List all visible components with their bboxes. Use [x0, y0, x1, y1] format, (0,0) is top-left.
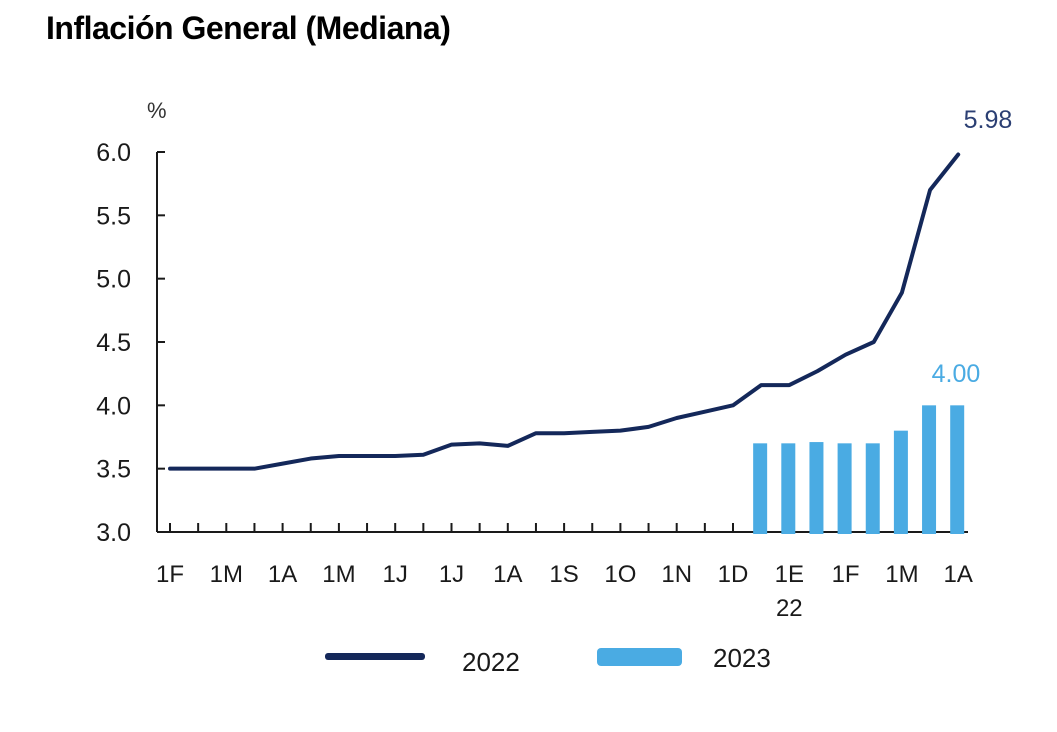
y-tick-label: 6.0: [96, 139, 131, 167]
bar-2023: [781, 443, 796, 534]
bar-2023: [865, 443, 880, 534]
line-2022: [168, 152, 961, 471]
bar-2023: [753, 443, 768, 534]
y-tick-label: 3.5: [96, 456, 131, 484]
end-label-2023: 4.00: [932, 360, 981, 388]
x-tick-label: 1N: [661, 561, 692, 588]
chart-labels: 5.98 4.00: [932, 106, 1013, 388]
x-tick-label: 1S: [549, 561, 578, 588]
legend: 2022 2023: [325, 643, 771, 677]
bar-2023: [950, 405, 965, 534]
x-tick-label: 1E: [775, 561, 804, 588]
line-path-2022: [168, 152, 961, 471]
bar-2023: [809, 442, 824, 534]
y-tick-label: 5.0: [96, 266, 131, 294]
end-label-2022: 5.98: [964, 106, 1013, 134]
x-tick-label: 1F: [156, 561, 184, 588]
x-tick-label: 1J: [439, 561, 464, 588]
bar-2023: [922, 405, 937, 534]
bar-2023: [893, 430, 908, 534]
x-tick-label: 1A: [493, 561, 522, 588]
x-tick-label: 1J: [383, 561, 408, 588]
x-tick-label: 1O: [604, 561, 636, 588]
legend-swatch-2022: [325, 653, 425, 660]
y-tick-label: 4.0: [96, 392, 131, 420]
y-tick-label: 5.5: [96, 202, 131, 230]
chart-title: Inflación General (Mediana): [46, 10, 451, 46]
legend-label-2023: 2023: [713, 643, 771, 673]
x-tick-year-label: 22: [776, 595, 803, 622]
x-tick-label: 1M: [210, 561, 243, 588]
x-tick-label: 1A: [268, 561, 297, 588]
x-tick-label: 1F: [832, 561, 860, 588]
axes: 6.0 5.5 5.0 4.5 4.0 3.5 3.0% 1F 1M 1A 1M 1J 1J 1A 1S 1O…: [96, 98, 973, 622]
legend-label-2022: 2022: [462, 647, 520, 677]
y-tick-label: 3.0: [96, 519, 131, 547]
x-tick-label: 1M: [322, 561, 355, 588]
y-unit-label: %: [147, 98, 167, 123]
x-tick-label: 1M: [885, 561, 918, 588]
bar-2023: [837, 443, 852, 534]
y-tick-label: 4.5: [96, 329, 131, 357]
bars-2023: [753, 405, 965, 534]
x-tick-label: 1D: [718, 561, 749, 588]
x-tick-label: 1A: [944, 561, 973, 588]
legend-swatch-2023: [597, 648, 682, 666]
